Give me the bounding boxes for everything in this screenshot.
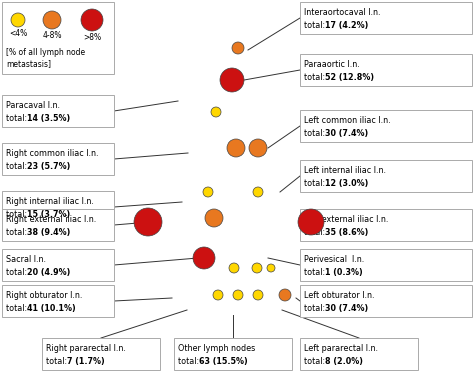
Text: Left internal iliac l.n.: Left internal iliac l.n. bbox=[304, 166, 386, 175]
Text: Left external iliac l.n.: Left external iliac l.n. bbox=[304, 215, 388, 224]
Circle shape bbox=[220, 68, 244, 92]
Text: Left obturator l.n.: Left obturator l.n. bbox=[304, 291, 374, 300]
Text: Right external iliac l.n.: Right external iliac l.n. bbox=[6, 215, 96, 224]
Text: 38 (9.4%): 38 (9.4%) bbox=[27, 228, 71, 236]
Text: total:: total: bbox=[6, 228, 29, 236]
Text: total:: total: bbox=[6, 114, 29, 122]
Circle shape bbox=[11, 13, 25, 27]
Text: 17 (4.2%): 17 (4.2%) bbox=[325, 20, 368, 30]
Circle shape bbox=[253, 290, 263, 300]
FancyBboxPatch shape bbox=[2, 95, 114, 127]
Text: 30 (7.4%): 30 (7.4%) bbox=[325, 303, 368, 313]
Circle shape bbox=[43, 11, 61, 29]
FancyBboxPatch shape bbox=[2, 191, 114, 223]
Circle shape bbox=[267, 264, 275, 272]
Text: 8 (2.0%): 8 (2.0%) bbox=[325, 357, 363, 365]
Text: total:: total: bbox=[304, 20, 328, 30]
Text: Left common iliac l.n.: Left common iliac l.n. bbox=[304, 116, 391, 125]
FancyBboxPatch shape bbox=[300, 110, 472, 142]
FancyBboxPatch shape bbox=[174, 338, 292, 370]
Text: [% of all lymph node
metastasis]: [% of all lymph node metastasis] bbox=[6, 48, 85, 68]
Text: Other lymph nodes: Other lymph nodes bbox=[178, 344, 255, 353]
FancyBboxPatch shape bbox=[300, 2, 472, 34]
Text: Sacral l.n.: Sacral l.n. bbox=[6, 255, 46, 264]
FancyBboxPatch shape bbox=[300, 285, 472, 317]
FancyBboxPatch shape bbox=[2, 285, 114, 317]
Circle shape bbox=[213, 290, 223, 300]
Text: Paracaval l.n.: Paracaval l.n. bbox=[6, 101, 60, 110]
FancyBboxPatch shape bbox=[2, 249, 114, 281]
Text: 1 (0.3%): 1 (0.3%) bbox=[325, 268, 363, 276]
Circle shape bbox=[227, 139, 245, 157]
Text: Right common iliac l.n.: Right common iliac l.n. bbox=[6, 149, 99, 158]
Text: total:: total: bbox=[304, 303, 328, 313]
Text: total:: total: bbox=[304, 268, 328, 276]
Text: 23 (5.7%): 23 (5.7%) bbox=[27, 162, 71, 171]
FancyBboxPatch shape bbox=[300, 338, 418, 370]
Text: 14 (3.5%): 14 (3.5%) bbox=[27, 114, 70, 122]
Text: 41 (10.1%): 41 (10.1%) bbox=[27, 303, 76, 313]
Circle shape bbox=[279, 289, 291, 301]
Text: Right obturator l.n.: Right obturator l.n. bbox=[6, 291, 82, 300]
Text: total:: total: bbox=[6, 303, 29, 313]
Text: Paraaortic l.n.: Paraaortic l.n. bbox=[304, 60, 360, 69]
Circle shape bbox=[211, 107, 221, 117]
Text: Right internal iliac l.n.: Right internal iliac l.n. bbox=[6, 197, 94, 206]
FancyBboxPatch shape bbox=[300, 54, 472, 86]
Text: >8%: >8% bbox=[83, 33, 101, 42]
Text: 12 (3.0%): 12 (3.0%) bbox=[325, 179, 368, 187]
Circle shape bbox=[233, 290, 243, 300]
Text: total:: total: bbox=[304, 129, 328, 137]
Circle shape bbox=[298, 209, 324, 235]
Text: total:: total: bbox=[6, 209, 29, 219]
Text: Right pararectal l.n.: Right pararectal l.n. bbox=[46, 344, 126, 353]
Text: 52 (12.8%): 52 (12.8%) bbox=[325, 72, 374, 82]
Text: total:: total: bbox=[6, 162, 29, 171]
Text: total:: total: bbox=[304, 357, 328, 365]
Circle shape bbox=[205, 209, 223, 227]
Text: Interaortocaval l.n.: Interaortocaval l.n. bbox=[304, 8, 381, 17]
FancyBboxPatch shape bbox=[300, 209, 472, 241]
FancyBboxPatch shape bbox=[2, 209, 114, 241]
Circle shape bbox=[249, 139, 267, 157]
Text: 35 (8.6%): 35 (8.6%) bbox=[325, 228, 368, 236]
Text: <4%: <4% bbox=[9, 30, 27, 38]
Circle shape bbox=[203, 187, 213, 197]
Circle shape bbox=[193, 247, 215, 269]
Text: total:: total: bbox=[178, 357, 201, 365]
FancyBboxPatch shape bbox=[2, 2, 114, 74]
Circle shape bbox=[232, 42, 244, 54]
Circle shape bbox=[134, 208, 162, 236]
Text: total:: total: bbox=[304, 179, 328, 187]
Text: Perivesical  l.n.: Perivesical l.n. bbox=[304, 255, 364, 264]
Text: total:: total: bbox=[304, 72, 328, 82]
FancyBboxPatch shape bbox=[300, 160, 472, 192]
Text: 7 (1.7%): 7 (1.7%) bbox=[67, 357, 105, 365]
Circle shape bbox=[253, 187, 263, 197]
Text: 63 (15.5%): 63 (15.5%) bbox=[199, 357, 248, 365]
Circle shape bbox=[81, 9, 103, 31]
FancyBboxPatch shape bbox=[2, 143, 114, 175]
Text: total:: total: bbox=[46, 357, 70, 365]
Text: 30 (7.4%): 30 (7.4%) bbox=[325, 129, 368, 137]
FancyBboxPatch shape bbox=[300, 249, 472, 281]
Text: 15 (3.7%): 15 (3.7%) bbox=[27, 209, 70, 219]
Text: Left pararectal l.n.: Left pararectal l.n. bbox=[304, 344, 378, 353]
Text: total:: total: bbox=[6, 268, 29, 276]
Circle shape bbox=[229, 263, 239, 273]
Text: 4-8%: 4-8% bbox=[42, 32, 62, 40]
Text: 20 (4.9%): 20 (4.9%) bbox=[27, 268, 71, 276]
FancyBboxPatch shape bbox=[42, 338, 160, 370]
Circle shape bbox=[252, 263, 262, 273]
Text: total:: total: bbox=[304, 228, 328, 236]
